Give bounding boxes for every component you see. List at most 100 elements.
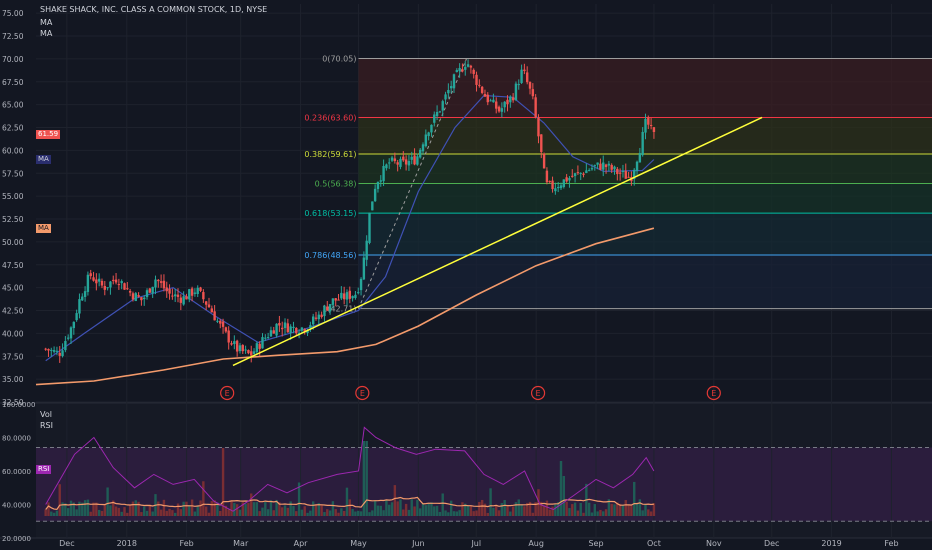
trendline-group[interactable] — [232, 116, 763, 367]
volume-bar — [140, 512, 143, 516]
last-price-tag: 61.59 — [36, 130, 61, 139]
volume-bar — [126, 512, 129, 516]
volume-bar — [449, 500, 453, 516]
candle-body — [503, 101, 506, 108]
candle-body — [213, 311, 216, 321]
candle-body — [244, 349, 247, 351]
candle-body — [69, 327, 73, 339]
candle-body — [486, 94, 489, 103]
candle-body — [373, 188, 377, 202]
candle-body — [314, 317, 318, 319]
volume-bar — [81, 502, 84, 516]
volume-bar — [275, 499, 278, 516]
volume-bar — [266, 509, 270, 516]
time-tick-label: 2018 — [117, 539, 137, 548]
volume-bar — [492, 507, 495, 516]
volume-bar — [185, 501, 188, 516]
candle-body — [266, 337, 270, 339]
volume-bar — [509, 511, 512, 516]
candle-body — [421, 144, 425, 152]
candle-body — [289, 326, 292, 333]
volume-bar — [618, 503, 622, 516]
candle-body — [610, 164, 613, 170]
price-tick-label: 40.00 — [2, 329, 24, 338]
volume-bar — [241, 502, 244, 516]
volume-bar — [483, 503, 487, 516]
volume-bar — [351, 509, 354, 516]
candle-body — [295, 328, 298, 334]
volume-bar — [531, 512, 535, 516]
candle-body — [114, 279, 118, 283]
volume-bar — [52, 512, 56, 516]
candle-body — [171, 295, 174, 297]
volume-bar — [582, 512, 585, 516]
volume-bar — [244, 503, 247, 516]
volume-bar — [83, 500, 87, 516]
candle-body — [520, 69, 523, 83]
candle-body — [579, 172, 582, 174]
price-tick-label: 67.50 — [2, 78, 24, 87]
volume-bar — [362, 441, 366, 516]
volume-bar — [537, 489, 540, 516]
volume-bar — [497, 510, 501, 516]
candle-body — [537, 117, 540, 137]
vol-legend[interactable]: Vol — [40, 410, 52, 419]
price-tick-label: 32.50 — [2, 398, 24, 407]
volume-bar — [607, 499, 611, 516]
candle-body — [365, 240, 368, 260]
trendline — [232, 116, 763, 367]
candle-body — [112, 279, 115, 281]
candle-body — [275, 323, 278, 336]
volume-bar — [593, 504, 596, 516]
volume-bar — [202, 481, 205, 516]
time-axis[interactable]: Dec 2018 Feb Mar Apr May Jun Jul Aug Sep Oct Nov Dec… — [59, 539, 898, 548]
volume-bar — [221, 448, 225, 516]
candle-body — [354, 294, 357, 298]
earnings-marker — [220, 385, 235, 401]
candle-body — [342, 293, 346, 300]
rsi-line — [45, 426, 655, 512]
candle-body — [230, 343, 233, 345]
ma-legend-2[interactable]: MA — [40, 29, 53, 38]
candle-body — [123, 283, 126, 290]
volume-bar — [489, 488, 492, 516]
volume-bar — [373, 501, 377, 516]
volume-bar — [402, 509, 405, 516]
volume-bar — [340, 508, 343, 516]
volume-bar — [106, 487, 109, 516]
candle-body — [649, 125, 653, 127]
price-tick-label: 62.50 — [2, 124, 24, 133]
volume-bar — [475, 510, 478, 516]
candle-body — [143, 297, 146, 300]
candle-body — [154, 279, 157, 288]
price-axis[interactable]: 32.50 35.00 37.50 40.00 42.50 45.00 47.50 50.00… — [2, 9, 35, 543]
volume-bar — [587, 502, 591, 516]
candle-body — [416, 156, 419, 165]
volume-bar — [157, 501, 160, 516]
candle-body — [441, 101, 444, 111]
candle-body — [317, 314, 321, 320]
candle-body — [624, 170, 627, 179]
candle-body — [89, 273, 92, 277]
volume-bar — [621, 504, 625, 516]
ma-legend-1[interactable]: MA — [40, 18, 53, 27]
fibonacci-retracement[interactable]: 0(70.05) 0.236(63.60) 0.382(59.61) 0.5(56.3… — [304, 54, 932, 314]
volume-bar — [103, 504, 106, 516]
rsi-axis-tag: RSI — [36, 465, 52, 474]
rsi-legend[interactable]: RSI — [40, 421, 53, 430]
time-tick-label: Dec — [59, 539, 74, 548]
volume-bar — [638, 499, 642, 516]
volume-bar — [602, 511, 605, 516]
candle-body — [599, 163, 602, 170]
volume-bar — [430, 502, 433, 516]
candle-body — [506, 99, 509, 105]
candle-body — [427, 132, 430, 137]
candle-body — [188, 289, 191, 300]
candle-body — [202, 292, 205, 300]
candle-body — [542, 153, 546, 169]
volume-bar — [272, 510, 275, 516]
candle-body — [286, 323, 290, 333]
time-tick-label: Nov — [706, 539, 722, 548]
